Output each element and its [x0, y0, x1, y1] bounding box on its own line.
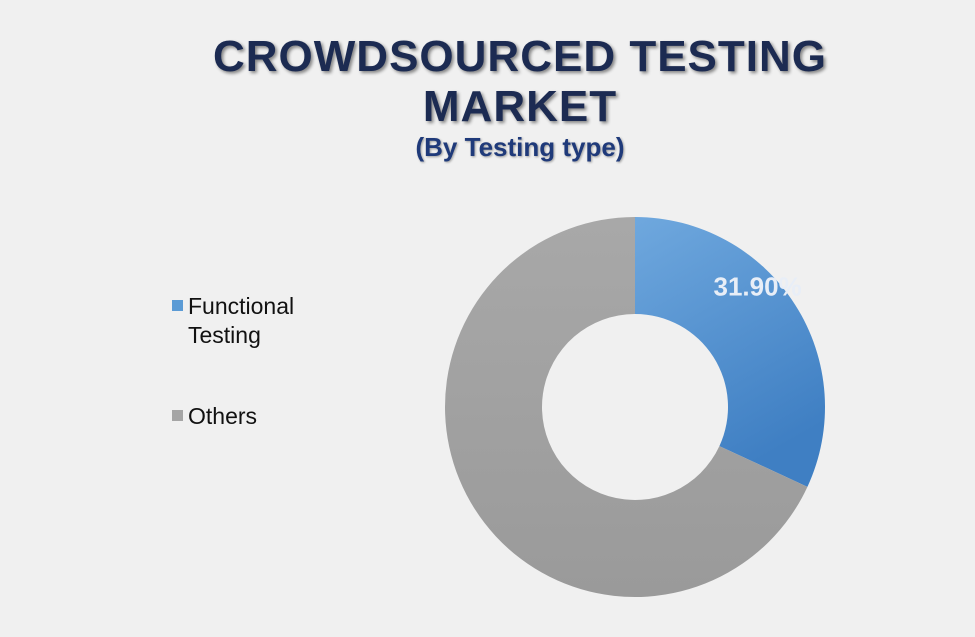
- legend-item-functional-testing: Functional Testing: [172, 292, 372, 350]
- legend-swatch-others: [172, 410, 183, 421]
- legend-label-functional-testing: Functional Testing: [188, 293, 295, 348]
- donut-chart: 31.90%: [445, 217, 825, 597]
- data-label-functional-testing: 31.90%: [714, 272, 802, 302]
- legend-swatch-functional-testing: [172, 300, 183, 311]
- legend-label-others: Others: [188, 403, 258, 429]
- chart-subtitle: (By Testing type): [415, 132, 625, 162]
- chart-legend: Functional Testing Others: [172, 292, 372, 431]
- donut-slice-others: [445, 217, 808, 597]
- chart-title-block: CROWDSOURCED TESTING MARKET (By Testing …: [200, 32, 840, 162]
- legend-item-others: Others: [172, 402, 372, 431]
- chart-title: CROWDSOURCED TESTING MARKET: [213, 32, 827, 131]
- donut-slice-functional-testing: [635, 217, 825, 487]
